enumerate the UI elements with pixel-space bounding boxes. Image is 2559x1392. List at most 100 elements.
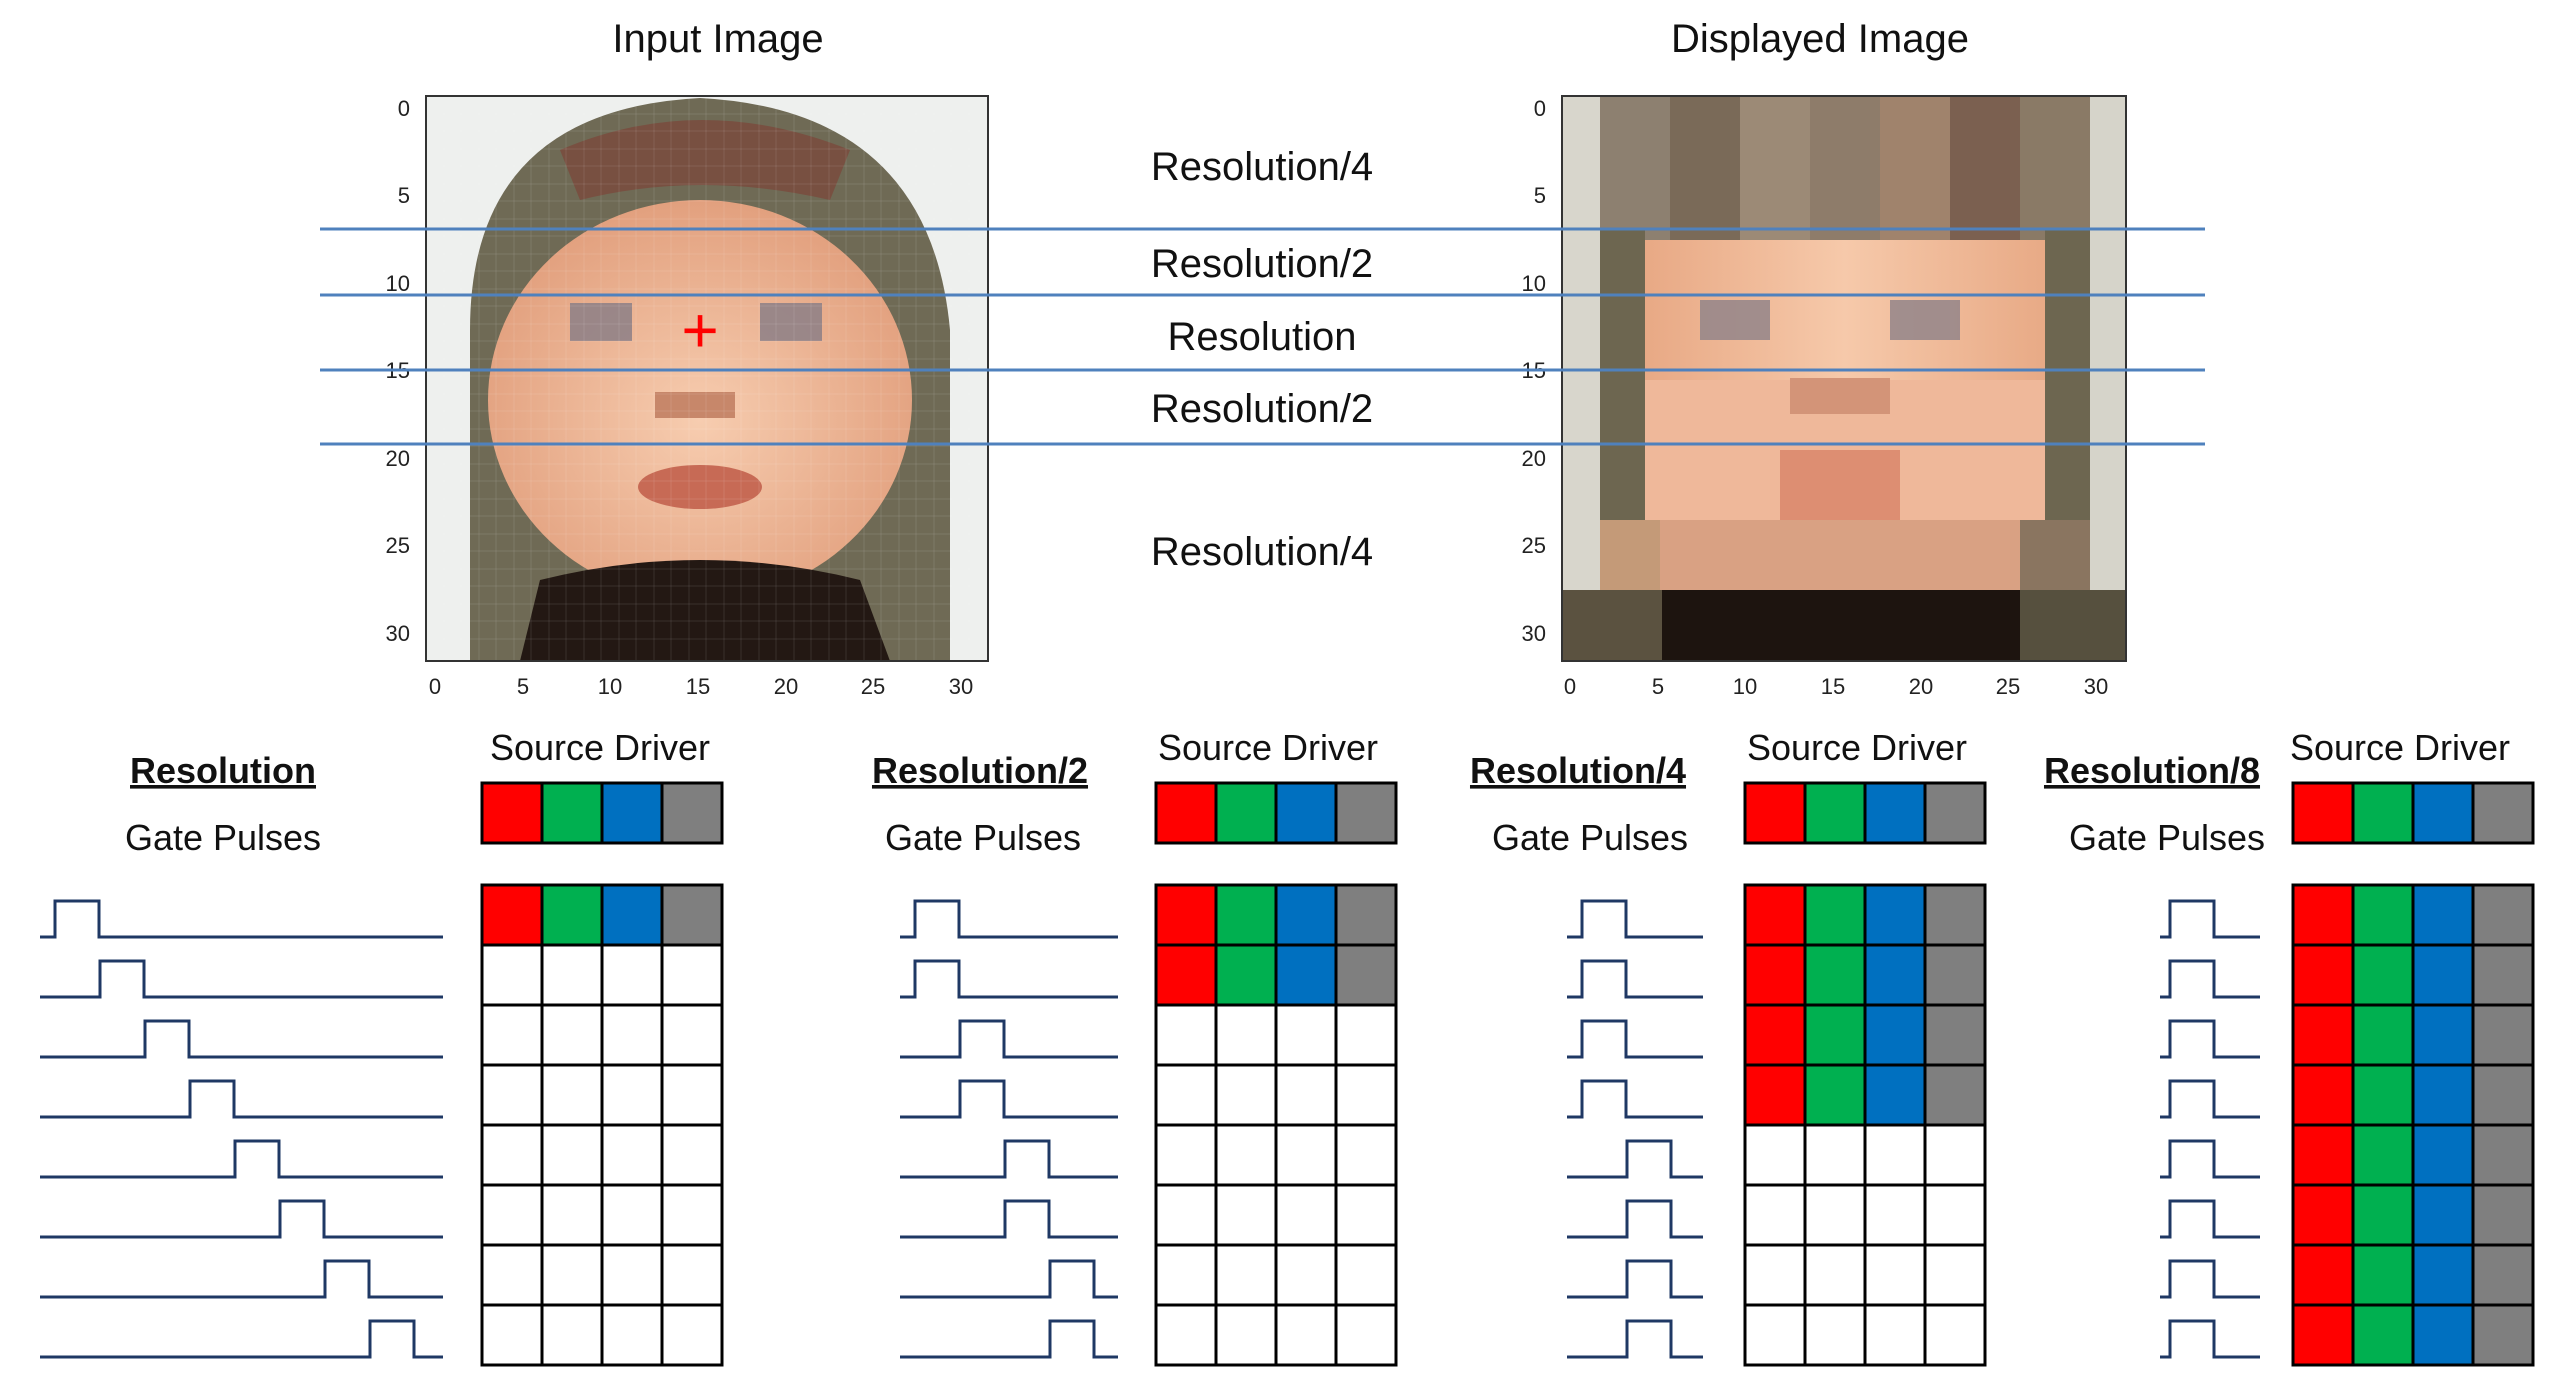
gate-pulses-label: Gate Pulses	[125, 817, 321, 858]
pixel-cell	[480, 1243, 544, 1307]
pixel-cell	[1334, 1183, 1398, 1247]
panel-4: Resolution/8 Gate Pulses Source Driver	[2044, 727, 2535, 1367]
pixel-cell	[2351, 1123, 2415, 1187]
pixel-cell	[600, 1183, 664, 1247]
pixel-cell	[660, 1003, 724, 1067]
pixel-cell	[1803, 883, 1867, 947]
displayed-image-title: Displayed Image	[1671, 17, 1969, 61]
pixel-cell	[1214, 883, 1278, 947]
pixel-cell	[2351, 1303, 2415, 1367]
x-tick: 15	[1821, 674, 1845, 699]
y-tick: 30	[1522, 621, 1546, 646]
x-tick: 5	[517, 674, 529, 699]
band-divider-lines	[320, 227, 2205, 446]
pixel-cell	[1154, 1183, 1218, 1247]
pixel-cell	[540, 1243, 604, 1307]
gate-pulse	[2160, 1319, 2260, 1359]
pixel-cell	[1923, 1063, 1987, 1127]
pixel-cell	[1334, 943, 1398, 1007]
pixel-cell	[1743, 1063, 1807, 1127]
gate-pulses-label: Gate Pulses	[1492, 817, 1688, 858]
pixel-cell	[1863, 1123, 1927, 1187]
pixel-cell	[1863, 1303, 1927, 1367]
pixel-cell	[540, 883, 604, 947]
x-tick: 20	[774, 674, 798, 699]
gate-pulse	[1567, 1259, 1703, 1299]
x-tick: 10	[1733, 674, 1757, 699]
x-tick: 30	[2084, 674, 2108, 699]
pixel-cell	[2411, 1003, 2475, 1067]
pixel-cell	[1803, 1183, 1867, 1247]
x-tick: 0	[1564, 674, 1576, 699]
pixel-cell	[1743, 1243, 1807, 1307]
pixel-cell	[2291, 883, 2355, 947]
pixel-cell	[1803, 943, 1867, 1007]
pixel-cell	[1274, 1303, 1338, 1367]
displayed-image	[1561, 95, 2127, 662]
pixel-cell	[600, 1003, 664, 1067]
pixel-cell	[2351, 883, 2415, 947]
pixel-cell	[1154, 1123, 1218, 1187]
pixel-cell	[1743, 1123, 1807, 1187]
source-driver-cell	[1803, 781, 1867, 845]
pixel-cell	[1334, 1243, 1398, 1307]
pixel-cell	[2291, 1123, 2355, 1187]
displayed-x-axis: 0 5 10 15 20 25 30	[1564, 674, 2108, 699]
input-y-axis: 0 5 10 15 20 25 30	[386, 96, 410, 646]
gate-pulses-label: Gate Pulses	[2069, 817, 2265, 858]
gate-pulse	[2160, 899, 2260, 939]
gate-pulses-label: Gate Pulses	[885, 817, 1081, 858]
pixel-cell	[2291, 943, 2355, 1007]
pixel-cell	[1334, 1003, 1398, 1067]
pixel-cell	[600, 1303, 664, 1367]
pixel-cell	[600, 1243, 664, 1307]
pixel-cell	[2471, 1063, 2535, 1127]
pixel-cell	[1154, 1303, 1218, 1367]
source-driver-label: Source Driver	[1747, 727, 1967, 768]
gate-pulse	[900, 1079, 1118, 1119]
pixel-cell	[660, 1303, 724, 1367]
gate-pulse	[900, 1199, 1118, 1239]
pixel-cell	[660, 1123, 724, 1187]
gate-pulse	[1567, 959, 1703, 999]
pixel-cell	[2471, 1183, 2535, 1247]
gate-pulse	[2160, 1019, 2260, 1059]
pixel-cell	[1154, 1003, 1218, 1067]
pixel-cell	[660, 1243, 724, 1307]
gate-pulse	[40, 959, 443, 999]
pixel-cell	[2351, 1243, 2415, 1307]
gate-pulse	[2160, 1199, 2260, 1239]
pixel-cell	[1274, 1243, 1338, 1307]
pixel-cell	[2291, 1303, 2355, 1367]
input-image	[425, 95, 989, 662]
gate-pulse	[1567, 1139, 1703, 1179]
gate-pulse	[1567, 899, 1703, 939]
pixel-cell	[2471, 1243, 2535, 1307]
y-tick: 20	[1522, 446, 1546, 471]
pixel-cell	[2471, 943, 2535, 1007]
pixel-cell	[1863, 1243, 1927, 1307]
gate-pulse	[900, 1019, 1118, 1059]
gate-pulse	[2160, 959, 2260, 999]
pixel-cell	[540, 1123, 604, 1187]
source-driver-cell	[1274, 781, 1338, 845]
source-driver-cell	[540, 781, 604, 845]
pixel-cell	[1274, 883, 1338, 947]
source-driver-cell	[2471, 781, 2535, 845]
y-tick: 30	[386, 621, 410, 646]
pixel-cell	[1214, 1243, 1278, 1307]
pixel-cell	[660, 1063, 724, 1127]
source-driver-cell	[2291, 781, 2355, 845]
pixel-cell	[540, 1003, 604, 1067]
pixel-cell	[540, 1303, 604, 1367]
pixel-cell	[540, 943, 604, 1007]
pixel-cell	[1923, 1303, 1987, 1367]
panel-2: Resolution/2 Gate Pulses Source Driver	[872, 727, 1398, 1367]
y-tick: 5	[398, 183, 410, 208]
pixel-cell	[1743, 1303, 1807, 1367]
pixel-cell	[1743, 1183, 1807, 1247]
source-driver-label: Source Driver	[490, 727, 710, 768]
pixel-cell	[1863, 883, 1927, 947]
x-tick: 10	[598, 674, 622, 699]
source-driver-cell	[1334, 781, 1398, 845]
